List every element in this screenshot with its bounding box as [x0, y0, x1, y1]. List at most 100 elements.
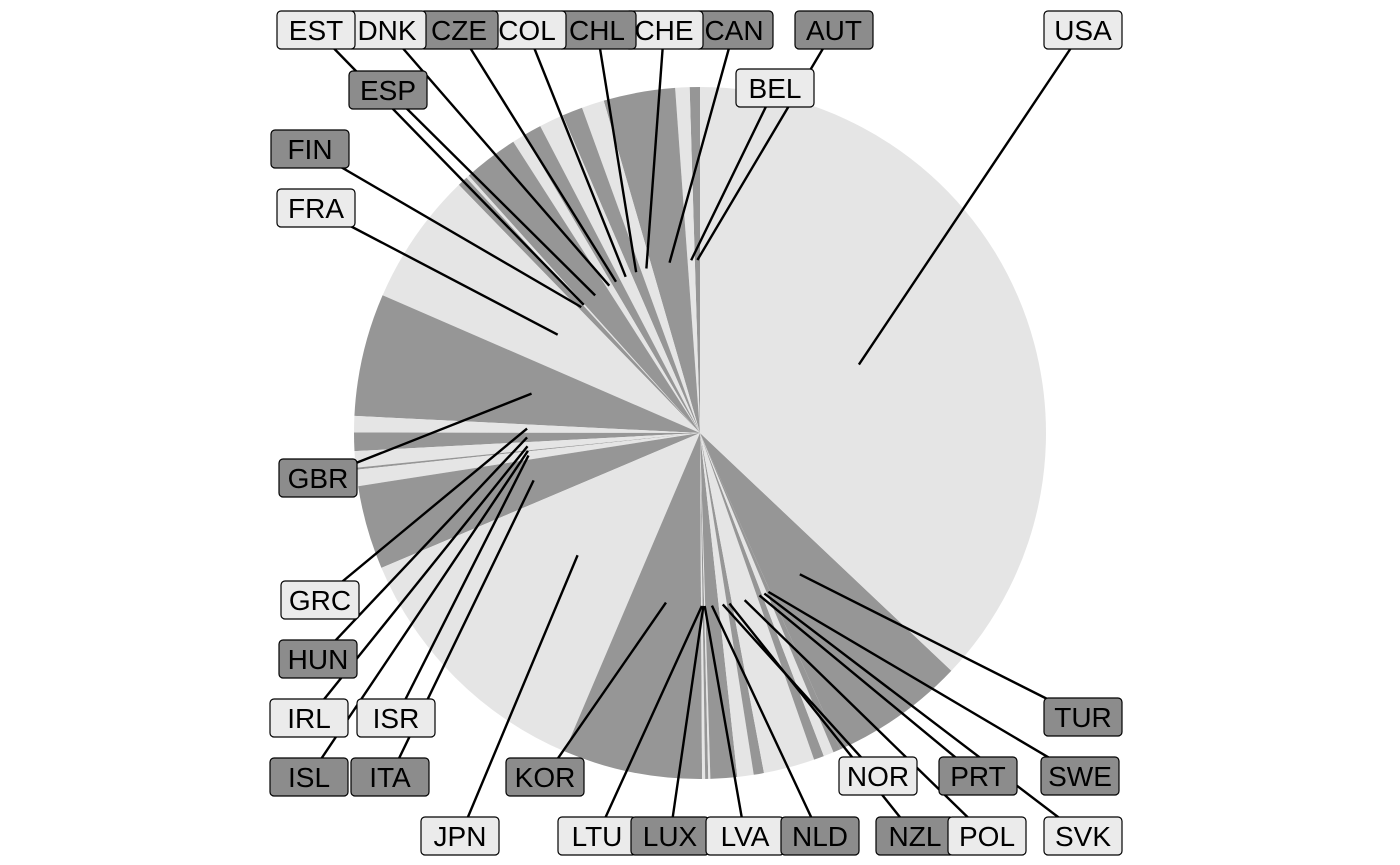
slice-label-fra: FRA — [276, 188, 356, 228]
slice-label-text: ESP — [360, 75, 416, 106]
slice-label-text: LUX — [643, 821, 698, 852]
pie-slice-usa — [700, 87, 1047, 671]
slice-label-box — [794, 10, 874, 50]
slice-label-text: CHL — [569, 15, 625, 46]
slice-label-text: PRT — [950, 761, 1006, 792]
leader-line-hun — [317, 436, 528, 660]
slice-label-text: JPN — [434, 821, 487, 852]
slice-label-text: GRC — [289, 585, 351, 616]
pie-slice-nld — [700, 433, 738, 779]
slice-label-est: EST — [276, 10, 356, 50]
slice-label-ita: ITA — [350, 757, 430, 797]
slice-label-text: ISR — [373, 703, 420, 734]
slice-label-isr: ISR — [356, 698, 436, 738]
slice-label-swe: SWE — [1040, 756, 1120, 796]
slice-label-box — [1040, 756, 1120, 796]
pie-slice-gbr — [354, 295, 700, 433]
slice-label-usa: USA — [1043, 10, 1123, 50]
slice-label-text: SWE — [1048, 761, 1112, 792]
leader-line-usa — [857, 29, 1084, 366]
leader-line-esp — [387, 89, 596, 297]
slice-label-jpn: JPN — [420, 816, 500, 856]
slice-label-col: COL — [487, 10, 567, 50]
slice-label-box — [1043, 697, 1123, 737]
leader-line-col — [525, 29, 627, 278]
pie-slice-nzl — [700, 433, 764, 775]
leader-line-can — [668, 29, 736, 264]
slice-label-box — [278, 639, 358, 679]
pie-slice-fra — [382, 184, 700, 433]
slice-label-chl: CHL — [557, 10, 637, 50]
slice-label-fin: FIN — [270, 129, 350, 169]
slice-label-isl: ISL — [269, 757, 349, 797]
slice-label-text: COL — [498, 15, 556, 46]
leader-line-chl — [595, 29, 638, 273]
leader-line-lux — [668, 605, 705, 837]
slice-label-text: CZE — [431, 15, 487, 46]
slice-label-text: USA — [1054, 15, 1112, 46]
slice-label-text: GBR — [288, 463, 349, 494]
slice-label-text: SVK — [1055, 821, 1111, 852]
leader-lines — [308, 29, 1084, 837]
pie-slice-lux — [700, 433, 709, 779]
slice-label-box — [348, 70, 428, 110]
leader-line-swe — [767, 590, 1081, 778]
pie-slice-kor — [564, 433, 703, 779]
slice-label-lva: LVA — [705, 816, 785, 856]
slice-label-text: KOR — [515, 762, 576, 793]
slice-label-text: BEL — [749, 73, 802, 104]
leader-line-kor — [544, 601, 667, 778]
slice-label-text: FRA — [288, 193, 344, 224]
leader-line-grc — [319, 427, 528, 601]
slice-label-box — [280, 580, 360, 620]
slice-label-text: ITA — [369, 762, 411, 793]
pie-slice-hun — [353, 432, 700, 452]
pie-slice-esp — [468, 141, 700, 433]
pie-slice-chl — [562, 107, 700, 433]
slice-label-ltu: LTU — [557, 816, 637, 856]
slice-label-hun: HUN — [278, 639, 358, 679]
slice-label-text: IRL — [287, 703, 331, 734]
leader-line-lva — [703, 605, 747, 837]
leader-line-svk — [763, 592, 1084, 837]
slice-label-text: NZL — [889, 821, 942, 852]
slice-label-text: ISL — [288, 762, 330, 793]
slice-label-nor: NOR — [838, 756, 918, 796]
slice-label-box — [1043, 10, 1123, 50]
slice-label-text: NLD — [792, 821, 848, 852]
pie-slice-jpn — [381, 433, 700, 752]
slice-label-box — [735, 68, 815, 108]
pie-slice-isr — [355, 433, 700, 487]
slice-label-box — [505, 757, 585, 797]
leader-line-jpn — [458, 554, 579, 837]
leader-line-cze — [457, 29, 617, 283]
pie-slices — [353, 87, 1047, 779]
slice-label-text: NOR — [847, 761, 909, 792]
slice-label-box — [938, 756, 1018, 796]
slice-label-kor: KOR — [505, 757, 585, 797]
slice-label-irl: IRL — [269, 698, 349, 738]
leader-line-isr — [394, 454, 530, 719]
slice-label-lux: LUX — [630, 816, 710, 856]
slice-label-gbr: GBR — [278, 458, 358, 498]
slice-label-box — [276, 188, 356, 228]
slice-label-svk: SVK — [1043, 816, 1123, 856]
slice-label-text: TUR — [1054, 702, 1112, 733]
slice-label-pol: POL — [947, 816, 1027, 856]
slice-label-text: EST — [289, 15, 343, 46]
slice-label-box — [270, 129, 350, 169]
slice-label-box — [350, 757, 430, 797]
leader-line-ltu — [595, 605, 703, 837]
pie-slice-pol — [700, 433, 815, 774]
leader-line-pol — [743, 599, 988, 837]
leader-line-aut — [696, 29, 836, 261]
slice-label-can: CAN — [694, 10, 774, 50]
pie-slice-che — [581, 100, 700, 434]
slice-label-esp: ESP — [348, 70, 428, 110]
pie-slice-bel — [675, 87, 700, 433]
slice-label-cze: CZE — [419, 10, 499, 50]
slice-label-prt: PRT — [938, 756, 1018, 796]
slice-label-text: LTU — [572, 821, 623, 852]
